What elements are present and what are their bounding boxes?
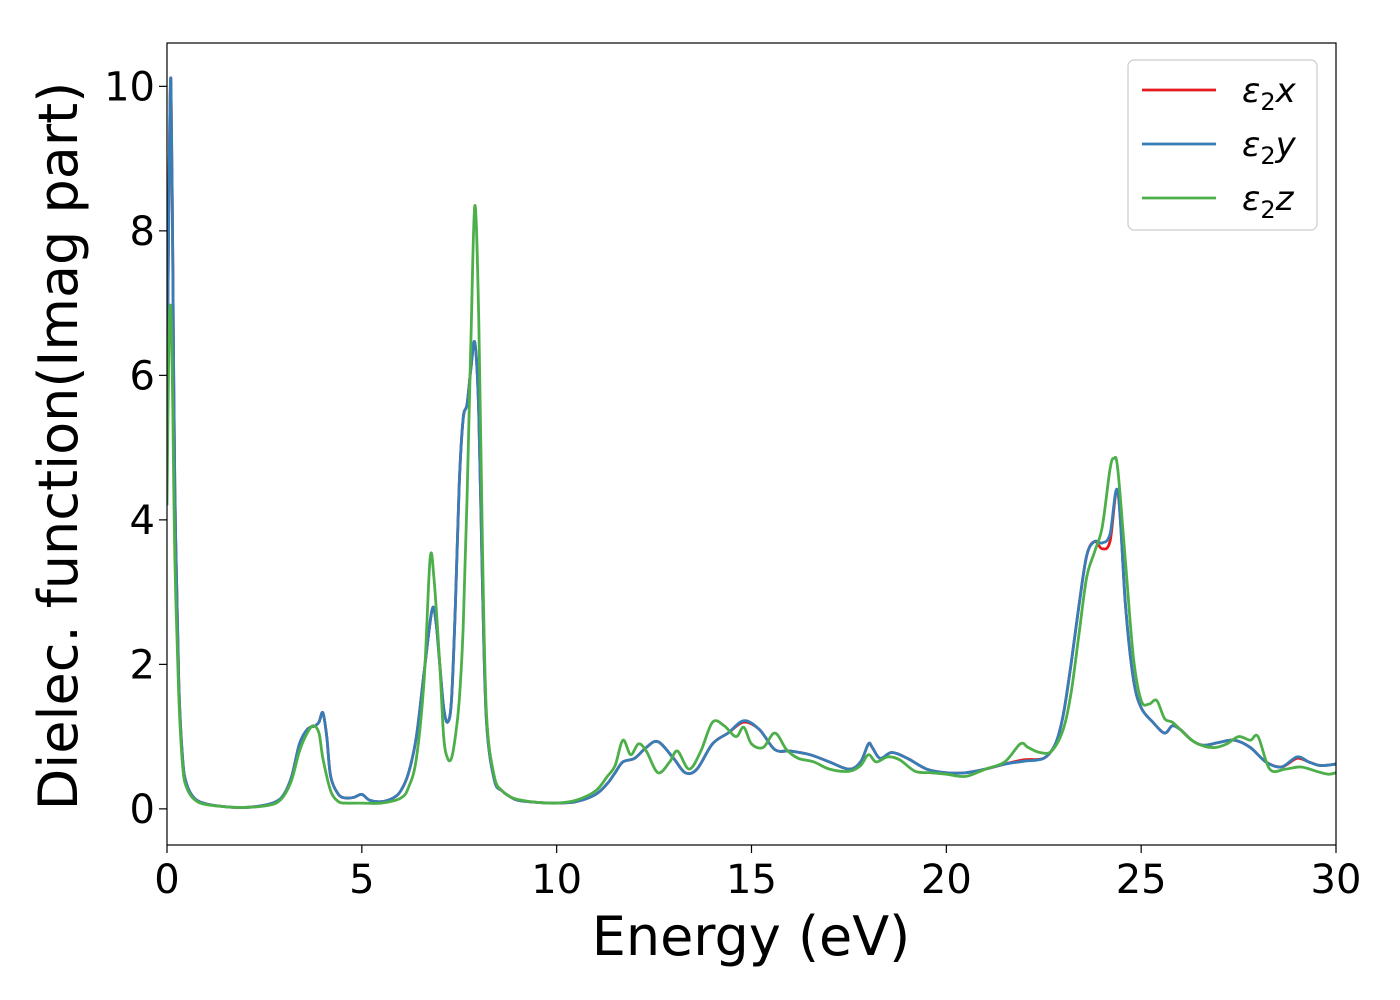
x-tick-label: 10: [531, 857, 582, 903]
y-tick-label: 6: [130, 353, 155, 399]
x-tick-label: 30: [1311, 857, 1362, 903]
y-axis-title: Dielec. function(Imag part): [27, 82, 90, 811]
x-tick-label: 5: [349, 857, 374, 903]
x-tick-label: 15: [726, 857, 777, 903]
legend-label-z: ε2z: [1242, 179, 1295, 224]
x-axis: 0 5 10 15 20 25 30: [154, 845, 1361, 903]
legend: ε2x ε2y ε2z: [1127, 59, 1318, 231]
y-tick-label: 0: [130, 787, 155, 833]
x-tick-label: 20: [921, 857, 972, 903]
y-tick-label: 10: [104, 64, 155, 110]
x-axis-title: Energy (eV): [592, 905, 911, 968]
x-tick-label: 0: [154, 857, 179, 903]
legend-box: [1127, 59, 1318, 231]
series-line-z: [167, 204, 1336, 809]
x-tick-label: 25: [1116, 857, 1167, 903]
y-tick-label: 2: [130, 642, 155, 688]
y-tick-label: 8: [130, 209, 155, 255]
series-layer: [167, 76, 1336, 809]
y-tick-label: 4: [130, 498, 155, 544]
legend-label-y: ε2y: [1242, 125, 1297, 170]
legend-label-x: ε2x: [1242, 71, 1297, 116]
y-axis: 0 2 4 6 8 10: [104, 64, 167, 833]
